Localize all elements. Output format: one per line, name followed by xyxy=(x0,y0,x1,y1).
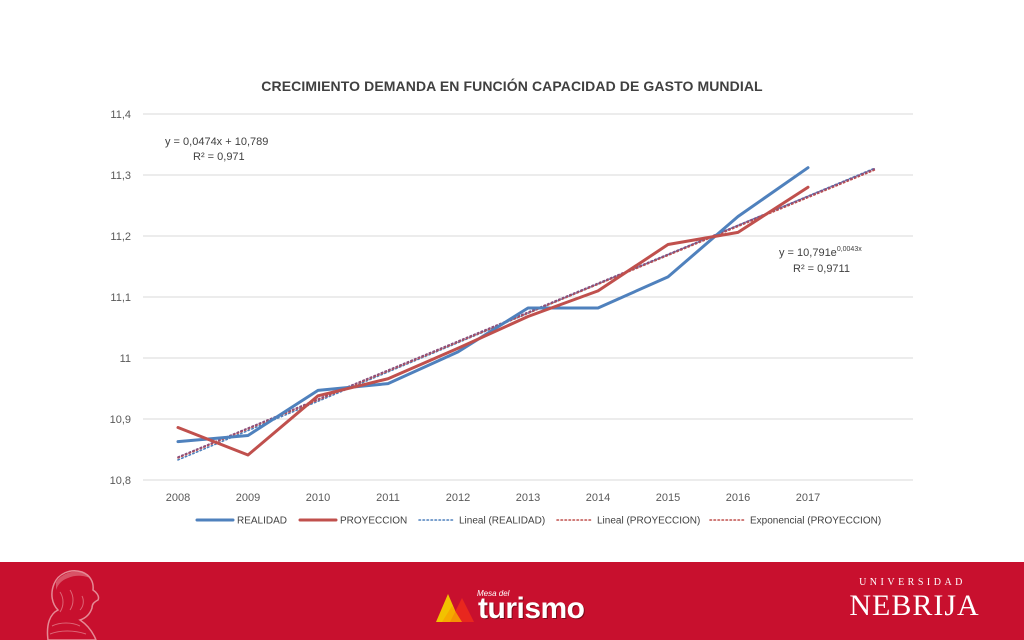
series-line-realidad xyxy=(176,166,810,444)
turismo-label: turismo xyxy=(478,592,585,625)
y-axis-ticks: 11,4 11,3 11,2 11,1 11 10,9 10,8 xyxy=(110,109,131,487)
x-tick-label: 2013 xyxy=(516,492,540,504)
chart-area: CRECIMIENTO DEMANDA EN FUNCIÓN CAPACIDAD… xyxy=(110,78,913,527)
mesa-del-label: Mesa del xyxy=(477,589,510,598)
portrait-engraving-icon xyxy=(46,570,100,640)
legend: REALIDAD PROYECCION Lineal (REALIDAD) Linea… xyxy=(195,516,881,527)
footer-banner: Mesa del turismo UNIVERSIDAD NEBRIJA xyxy=(0,562,1024,640)
gridlines xyxy=(143,113,913,481)
equation-linear: y = 0,0474x + 10,789 R² = 0,971 xyxy=(165,136,268,163)
legend-label: REALIDAD xyxy=(237,516,287,527)
legend-label: Lineal (REALIDAD) xyxy=(459,516,545,527)
y-tick-label: 11 xyxy=(120,353,131,365)
y-tick-label: 11,2 xyxy=(110,231,131,243)
y-tick-label: 11,3 xyxy=(110,170,131,182)
y-tick-label: 11,1 xyxy=(110,292,131,304)
legend-label: Exponencial (PROYECCION) xyxy=(750,516,881,527)
y-tick-label: 10,9 xyxy=(110,414,131,426)
x-tick-label: 2010 xyxy=(306,492,330,504)
universidad-label: UNIVERSIDAD xyxy=(859,577,966,588)
equation-exp-text: y = 10,791e0,0043x xyxy=(779,246,862,259)
x-tick-label: 2011 xyxy=(376,492,400,504)
equation-exp-exponent: 0,0043x xyxy=(837,246,862,253)
series-line-proyeccion xyxy=(176,185,810,457)
trendline-exponencial-proyeccion xyxy=(177,168,876,458)
x-tick-label: 2017 xyxy=(796,492,820,504)
x-tick-label: 2008 xyxy=(166,492,190,504)
y-tick-label: 11,4 xyxy=(110,109,131,121)
x-tick-label: 2009 xyxy=(236,492,260,504)
x-tick-label: 2015 xyxy=(656,492,680,504)
legend-label: Lineal (PROYECCION) xyxy=(597,516,700,527)
x-tick-label: 2014 xyxy=(586,492,610,504)
series-lines xyxy=(176,166,810,457)
equation-linear-r2: R² = 0,971 xyxy=(193,151,245,163)
nebrija-label: NEBRIJA xyxy=(849,589,980,622)
equation-exp-base: y = 10,791e xyxy=(779,247,837,259)
equation-exp-r2: R² = 0,9711 xyxy=(793,263,850,275)
y-tick-label: 10,8 xyxy=(110,475,131,487)
equation-exponential: y = 10,791e0,0043x R² = 0,9711 xyxy=(779,246,862,275)
mesa-del-turismo-logo-icon xyxy=(436,594,474,622)
chart-title: CRECIMIENTO DEMANDA EN FUNCIÓN CAPACIDAD… xyxy=(261,78,763,94)
x-tick-label: 2012 xyxy=(446,492,470,504)
x-tick-label: 2016 xyxy=(726,492,750,504)
equation-linear-text: y = 0,0474x + 10,789 xyxy=(165,136,268,148)
x-axis-ticks: 2008 2009 2010 2011 2012 2013 2014 2015 2016 2017 xyxy=(166,492,820,504)
legend-label: PROYECCION xyxy=(340,516,407,527)
